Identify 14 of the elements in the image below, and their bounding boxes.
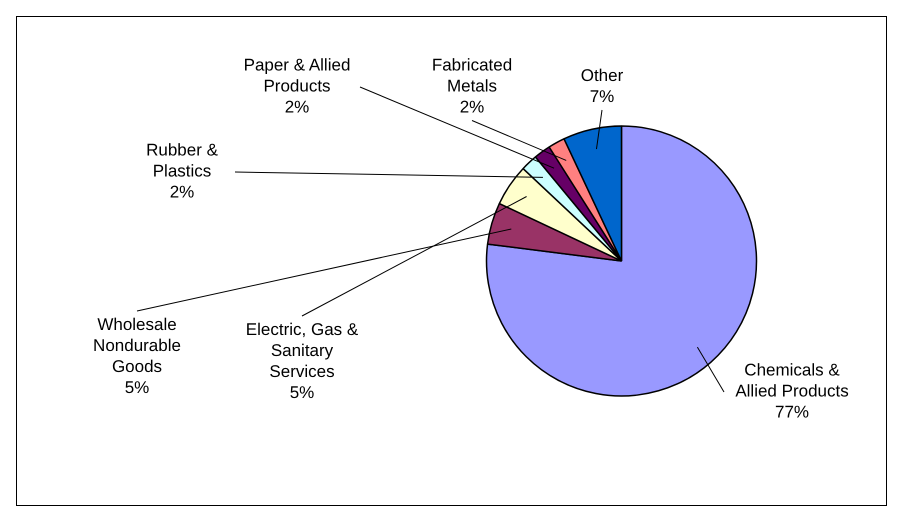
data-label: 2% (284, 98, 310, 117)
data-label: 7% (590, 87, 614, 106)
slice-label: Other (580, 66, 624, 86)
data-label: 5% (124, 378, 150, 398)
slice-label: Paper & Allied Products (244, 56, 350, 96)
data-label: 5% (290, 383, 314, 402)
slice-label: Wholesale Nondurable Goods (93, 315, 181, 376)
slice-label: Electric, Gas & Sanitary Services (246, 320, 359, 382)
slice-label: Fabricated Metals (432, 56, 512, 96)
slice-label: Rubber & Plastics (146, 140, 219, 181)
slice-label: Chemicals & Allied Products (735, 360, 849, 401)
data-label: 2% (460, 98, 484, 117)
data-label: 2% (170, 182, 194, 202)
data-label: 77% (774, 402, 810, 422)
